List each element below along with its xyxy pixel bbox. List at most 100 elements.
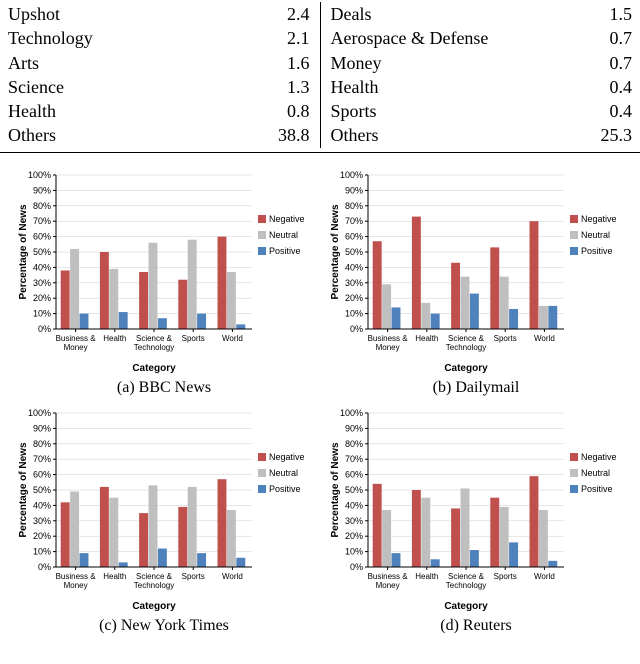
table-row-value: 0.4: [582, 99, 632, 123]
svg-text:Positive: Positive: [269, 484, 301, 494]
bar-positive: [119, 312, 128, 329]
table-row-value: 25.3: [582, 123, 632, 147]
chart-bbc: 0%10%20%30%40%50%60%70%80%90%100%Busines…: [14, 167, 314, 377]
svg-text:Negative: Negative: [269, 452, 305, 462]
svg-text:Percentage of News: Percentage of News: [18, 204, 29, 299]
table-row: Money0.7: [331, 51, 633, 75]
bar-neutral: [109, 497, 118, 566]
bar-positive: [80, 553, 89, 567]
svg-text:20%: 20%: [33, 531, 51, 541]
svg-text:Positive: Positive: [581, 484, 613, 494]
chart-svg: 0%10%20%30%40%50%60%70%80%90%100%Busines…: [14, 405, 314, 615]
table-right-column: Deals1.5Aerospace & Defense0.7Money0.7He…: [321, 2, 633, 148]
svg-text:World: World: [222, 572, 243, 581]
svg-text:0%: 0%: [38, 562, 51, 572]
table-row: Health0.4: [331, 75, 633, 99]
svg-text:10%: 10%: [345, 546, 363, 556]
svg-text:Business &: Business &: [56, 572, 97, 581]
svg-text:Science &: Science &: [136, 572, 173, 581]
svg-text:Science &: Science &: [448, 572, 485, 581]
bar-neutral: [70, 491, 79, 566]
svg-text:50%: 50%: [33, 485, 51, 495]
svg-text:Sports: Sports: [182, 572, 205, 581]
chart-caption: (d) Reuters: [440, 617, 512, 635]
svg-text:50%: 50%: [345, 247, 363, 257]
svg-text:70%: 70%: [345, 454, 363, 464]
bar-positive: [236, 558, 245, 567]
svg-text:Money: Money: [64, 343, 88, 352]
table-row-value: 0.7: [582, 26, 632, 50]
table-row: Health0.8: [8, 99, 310, 123]
table-row-label: Money: [331, 51, 583, 75]
svg-text:50%: 50%: [33, 247, 51, 257]
svg-text:Health: Health: [415, 334, 438, 343]
table-row: Technology2.1: [8, 26, 310, 50]
svg-text:40%: 40%: [33, 500, 51, 510]
bar-neutral: [149, 485, 158, 567]
svg-text:90%: 90%: [345, 423, 363, 433]
chart-caption: (a) BBC News: [117, 379, 211, 397]
svg-text:90%: 90%: [33, 423, 51, 433]
svg-text:10%: 10%: [345, 308, 363, 318]
bar-positive: [509, 542, 518, 567]
svg-text:Sports: Sports: [182, 334, 205, 343]
chart-svg: 0%10%20%30%40%50%60%70%80%90%100%Busines…: [326, 167, 626, 377]
svg-text:0%: 0%: [38, 324, 51, 334]
svg-text:Health: Health: [103, 334, 126, 343]
svg-text:0%: 0%: [350, 562, 363, 572]
bar-positive: [470, 550, 479, 567]
svg-text:Neutral: Neutral: [581, 468, 610, 478]
svg-text:Business &: Business &: [368, 572, 409, 581]
svg-text:0%: 0%: [350, 324, 363, 334]
svg-text:90%: 90%: [33, 185, 51, 195]
bar-neutral: [109, 269, 118, 329]
table-row-label: Health: [331, 75, 583, 99]
bar-negative: [412, 216, 421, 328]
svg-text:Positive: Positive: [581, 246, 613, 256]
bar-negative: [61, 502, 70, 567]
svg-text:80%: 80%: [345, 201, 363, 211]
bar-neutral: [227, 272, 236, 329]
table-row-label: Aerospace & Defense: [331, 26, 583, 50]
bar-negative: [178, 507, 187, 567]
svg-text:Positive: Positive: [269, 246, 301, 256]
bar-neutral: [227, 510, 236, 567]
bar-negative: [530, 221, 539, 329]
svg-text:60%: 60%: [33, 231, 51, 241]
bar-negative: [490, 247, 499, 329]
svg-text:Negative: Negative: [581, 452, 617, 462]
svg-text:Money: Money: [376, 581, 400, 590]
table-row-label: Sports: [331, 99, 583, 123]
svg-text:Health: Health: [415, 572, 438, 581]
bar-positive: [197, 313, 206, 328]
svg-text:Percentage of News: Percentage of News: [330, 204, 341, 299]
svg-text:10%: 10%: [33, 546, 51, 556]
table-left-column: Upshot2.4Technology2.1Arts1.6Science1.3H…: [8, 2, 321, 148]
svg-text:Technology: Technology: [446, 343, 486, 352]
bar-positive: [119, 562, 128, 567]
table-row: Upshot2.4: [8, 2, 310, 26]
bar-positive: [431, 559, 440, 567]
bar-positive: [548, 306, 557, 329]
bar-neutral: [421, 303, 430, 329]
table-row: Aerospace & Defense0.7: [331, 26, 633, 50]
svg-text:10%: 10%: [33, 308, 51, 318]
svg-text:30%: 30%: [33, 278, 51, 288]
bar-negative: [373, 484, 382, 567]
bar-negative: [490, 497, 499, 566]
table-row-value: 2.1: [260, 26, 310, 50]
svg-text:World: World: [534, 572, 555, 581]
category-table: Upshot2.4Technology2.1Arts1.6Science1.3H…: [0, 0, 640, 153]
svg-text:30%: 30%: [345, 516, 363, 526]
bar-positive: [470, 293, 479, 328]
bar-neutral: [539, 306, 548, 329]
table-row-label: Technology: [8, 26, 260, 50]
bar-neutral: [149, 243, 158, 329]
chart-nyt: 0%10%20%30%40%50%60%70%80%90%100%Busines…: [14, 405, 314, 615]
svg-text:World: World: [534, 334, 555, 343]
bar-neutral: [500, 276, 509, 328]
table-row-value: 1.6: [260, 51, 310, 75]
chart-svg: 0%10%20%30%40%50%60%70%80%90%100%Busines…: [326, 405, 626, 615]
svg-text:20%: 20%: [345, 531, 363, 541]
bar-negative: [451, 263, 460, 329]
